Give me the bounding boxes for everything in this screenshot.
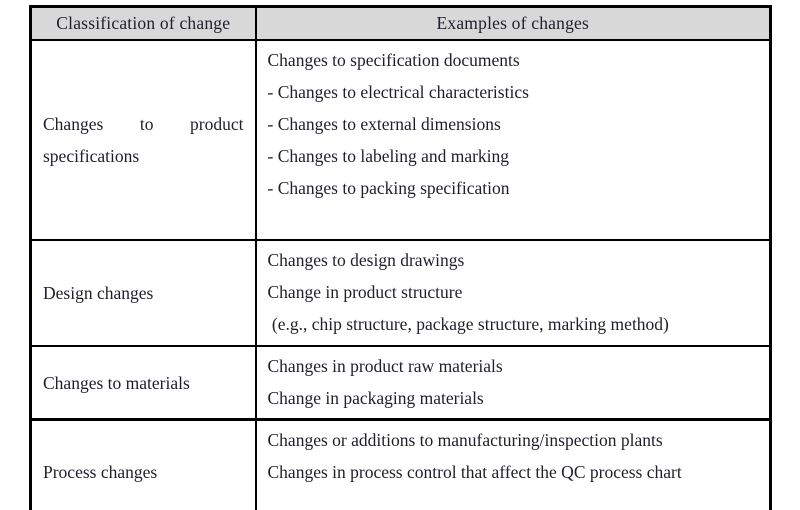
classification-label: Changes to product specifications: [43, 114, 244, 166]
table-row-process-changes: Process changes Changes or additions to …: [29, 418, 772, 510]
example-line: Changes or additions to manufacturing/in…: [267, 430, 663, 450]
classification-cell: Changes to materials: [29, 345, 257, 421]
header-classification-of-change: Classification of change: [29, 5, 257, 41]
example-line: Change in product structure: [267, 282, 463, 302]
classification-cell: Changes to product specifications: [29, 39, 257, 241]
example-line: Changes in process control that affect t…: [267, 462, 682, 482]
change-classification-table: Classification of change Examples of cha…: [29, 5, 772, 510]
example-line: (e.g., chip structure, package structure…: [267, 314, 669, 334]
example-line: - Changes to packing specification: [267, 178, 510, 198]
classification-label: Changes to materials: [43, 372, 190, 393]
table-row-product-specifications: Changes to product specifications Change…: [29, 39, 772, 241]
table-row-design-changes: Design changes Changes to design drawing…: [29, 239, 772, 347]
example-line: Change in packaging materials: [267, 388, 484, 408]
example-line: Changes to specification documents: [267, 50, 520, 70]
examples-cell: Changes to design drawings Change in pro…: [254, 239, 772, 347]
table-header-row: Classification of change Examples of cha…: [29, 5, 772, 41]
table-row-changes-to-materials: Changes to materials Changes in product …: [29, 345, 772, 421]
classification-label: Process changes: [43, 462, 158, 482]
classification-cell: Design changes: [29, 239, 257, 347]
examples-cell: Changes in product raw materials Change …: [254, 345, 772, 421]
header-examples-of-changes: Examples of changes: [254, 5, 772, 41]
classification-cell: Process changes: [29, 418, 257, 510]
example-line: Changes to design drawings: [267, 250, 465, 270]
example-line: Changes in product raw materials: [267, 356, 503, 376]
classification-label: Design changes: [43, 283, 154, 303]
example-line: - Changes to labeling and marking: [267, 146, 510, 166]
examples-cell: Changes or additions to manufacturing/in…: [254, 418, 772, 510]
examples-cell: Changes to specification documents - Cha…: [254, 39, 772, 241]
example-line: - Changes to electrical characteristics: [267, 82, 529, 102]
example-line: - Changes to external dimensions: [267, 114, 501, 134]
